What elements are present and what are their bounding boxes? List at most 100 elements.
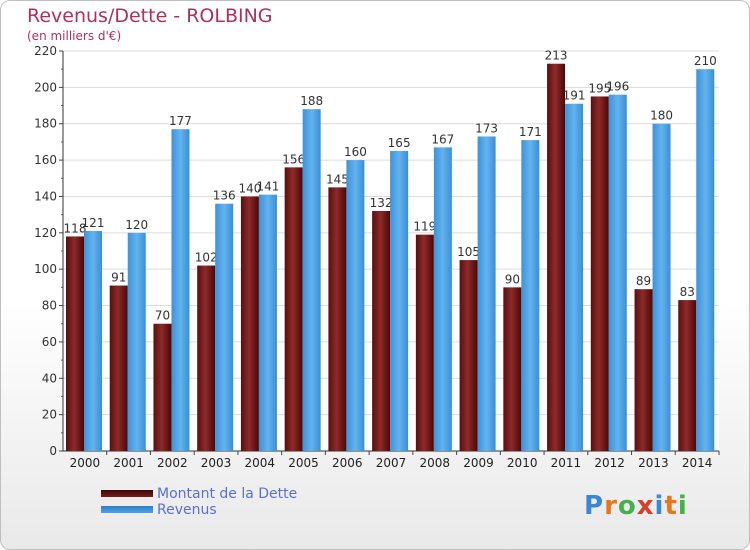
data-label: 171 [519, 125, 542, 139]
y-tick-label: 20 [42, 408, 57, 422]
bar-dette [328, 187, 347, 451]
data-label: 105 [457, 245, 480, 259]
bar-revenus [346, 160, 365, 451]
x-tick-label: 2000 [70, 456, 101, 470]
x-tick-label: 2008 [419, 456, 450, 470]
data-label: 89 [636, 274, 651, 288]
bar-revenus [258, 194, 277, 452]
bar-dette [415, 234, 434, 451]
y-tick-label: 140 [34, 189, 57, 203]
bar-dette [459, 260, 478, 451]
data-label: 140 [238, 181, 261, 195]
legend-label-dette: Montant de la Dette [157, 486, 298, 502]
data-label: 173 [475, 121, 498, 135]
bar-dette [284, 167, 303, 451]
y-tick-label: 80 [42, 299, 57, 313]
x-tick-label: 2004 [245, 456, 276, 470]
y-tick-label: 220 [34, 44, 57, 58]
x-tick-label: 2014 [682, 456, 713, 470]
data-label: 195 [588, 81, 611, 95]
bar-revenus [302, 109, 321, 451]
bar-dette [678, 300, 697, 451]
data-label: 160 [344, 145, 367, 159]
data-label: 132 [370, 196, 393, 210]
bar-dette [590, 96, 609, 452]
data-label: 191 [563, 89, 586, 103]
data-label: 102 [195, 251, 218, 265]
x-tick-label: 2007 [376, 456, 407, 470]
data-label: 145 [326, 172, 349, 186]
bar-revenus [127, 232, 146, 451]
data-label: 83 [680, 285, 695, 299]
data-label: 210 [694, 54, 717, 68]
logo-letter: t [664, 491, 678, 521]
chart-title: Revenus/Dette - ROLBING [27, 5, 273, 27]
logo-letter: x [636, 491, 655, 521]
bar-revenus [565, 103, 584, 452]
data-label: 119 [413, 220, 436, 234]
data-label: 213 [545, 49, 568, 63]
y-tick-label: 180 [34, 117, 57, 131]
data-label: 118 [64, 221, 87, 235]
x-tick-label: 2003 [201, 456, 232, 470]
y-tick-label: 160 [34, 153, 57, 167]
data-label: 121 [82, 216, 105, 230]
x-tick-label: 2005 [288, 456, 319, 470]
data-label: 165 [388, 136, 411, 150]
data-label: 90 [505, 272, 520, 286]
x-tick-label: 2009 [463, 456, 494, 470]
bar-revenus [215, 203, 234, 451]
data-label: 188 [300, 94, 323, 108]
x-tick-label: 2013 [638, 456, 669, 470]
y-tick-label: 120 [34, 226, 57, 240]
data-label: 141 [256, 180, 279, 194]
bar-revenus [652, 123, 671, 452]
data-label: 136 [213, 189, 236, 203]
bar-revenus [696, 69, 715, 451]
y-tick-label: 200 [34, 80, 57, 94]
data-label: 196 [606, 80, 629, 94]
bar-dette [66, 236, 84, 451]
x-tick-label: 2012 [594, 456, 625, 470]
data-label: 120 [125, 218, 148, 232]
logo-letter: P [584, 491, 605, 521]
bar-dette [240, 196, 259, 451]
bar-dette [634, 289, 653, 451]
data-label: 167 [431, 132, 454, 146]
bar-revenus [521, 140, 540, 451]
data-label: 177 [169, 114, 192, 128]
logo-letter: i [654, 491, 665, 521]
y-tick-label: 100 [34, 262, 57, 276]
bar-revenus [84, 231, 102, 451]
x-tick-label: 2002 [157, 456, 188, 470]
bar-revenus [390, 151, 409, 451]
data-label: 70 [155, 309, 170, 323]
logo-letter: i [677, 491, 688, 521]
legend-label-revenus: Revenus [157, 502, 217, 518]
data-label: 180 [650, 109, 673, 123]
bar-dette [153, 323, 172, 451]
x-tick-label: 2011 [551, 456, 582, 470]
proxiti-logo: Proxiti [584, 491, 688, 521]
bar-revenus [171, 129, 190, 451]
x-tick-label: 2001 [113, 456, 144, 470]
logo-letter: o [617, 491, 637, 521]
legend-swatch-revenus [101, 506, 153, 513]
bar-revenus [433, 147, 452, 451]
data-label: 91 [111, 271, 126, 285]
legend-swatch-dette [101, 490, 153, 497]
y-tick-label: 0 [49, 444, 57, 458]
chart-subtitle: (en milliers d'€) [27, 29, 122, 43]
y-tick-label: 40 [42, 371, 57, 385]
bar-revenus [608, 94, 627, 452]
x-tick-label: 2010 [507, 456, 538, 470]
y-tick-label: 60 [42, 335, 57, 349]
bar-dette [109, 285, 128, 451]
x-tick-label: 2006 [332, 456, 363, 470]
bar-dette [547, 63, 566, 452]
bar-dette [372, 211, 391, 451]
data-label: 156 [282, 152, 305, 166]
bar-dette [197, 265, 216, 451]
